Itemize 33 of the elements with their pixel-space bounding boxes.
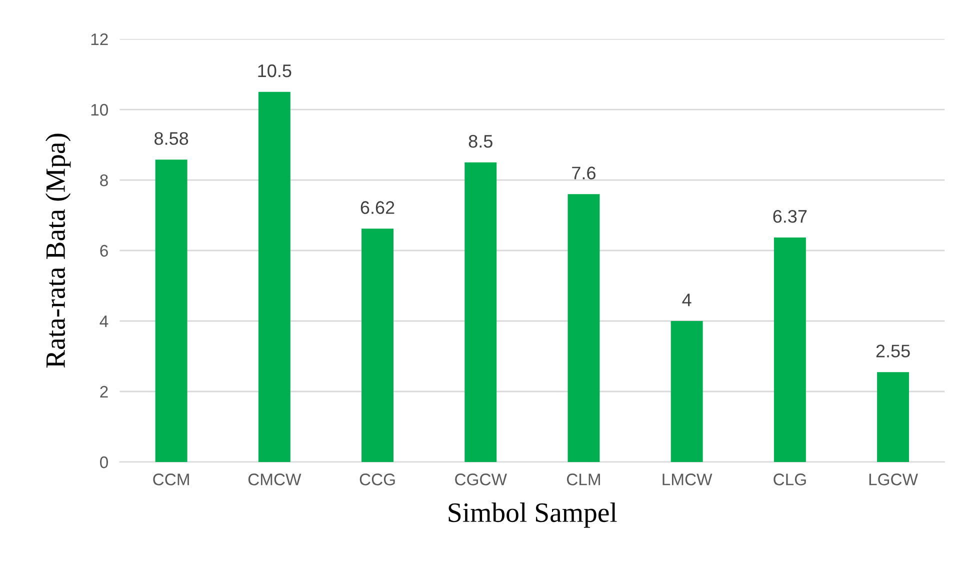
y-axis-title: Rata-rata Bata (Mpa) (45, 134, 71, 368)
bar (774, 237, 806, 462)
bar (568, 194, 600, 462)
data-label: 7.6 (572, 166, 596, 180)
y-tick-label: 8 (100, 174, 108, 186)
x-tick-label: CGCW (455, 474, 507, 486)
data-label: 8.58 (154, 132, 188, 145)
bar (362, 228, 394, 462)
data-label: 6.37 (773, 210, 807, 223)
bar (155, 160, 188, 462)
y-tick-label: 0 (100, 456, 108, 468)
y-tick-label: 12 (91, 33, 108, 46)
x-tick-label: LGCW (869, 474, 918, 486)
y-tick-label: 4 (100, 316, 108, 328)
bar (258, 92, 290, 462)
x-tick-label: LMCW (662, 474, 712, 486)
x-axis-title: Simbol Sampel (448, 502, 617, 528)
data-label: 2.55 (876, 344, 910, 358)
data-label: 10.5 (258, 64, 292, 78)
y-tick-label: 10 (91, 104, 108, 116)
x-tick-label: CLM (566, 474, 600, 486)
data-label: 8.5 (468, 134, 492, 148)
x-tick-label: CCG (360, 474, 395, 486)
x-tick-label: CMCW (248, 474, 302, 486)
data-label: 6.62 (360, 201, 394, 214)
x-tick-label: CCM (153, 474, 189, 486)
x-tick-label: CLG (774, 474, 806, 486)
bar (670, 321, 703, 462)
data-label: 4 (682, 294, 692, 306)
y-tick-label: 6 (100, 244, 108, 257)
bar (877, 372, 910, 462)
bar (464, 162, 497, 462)
y-tick-label: 2 (100, 386, 108, 398)
